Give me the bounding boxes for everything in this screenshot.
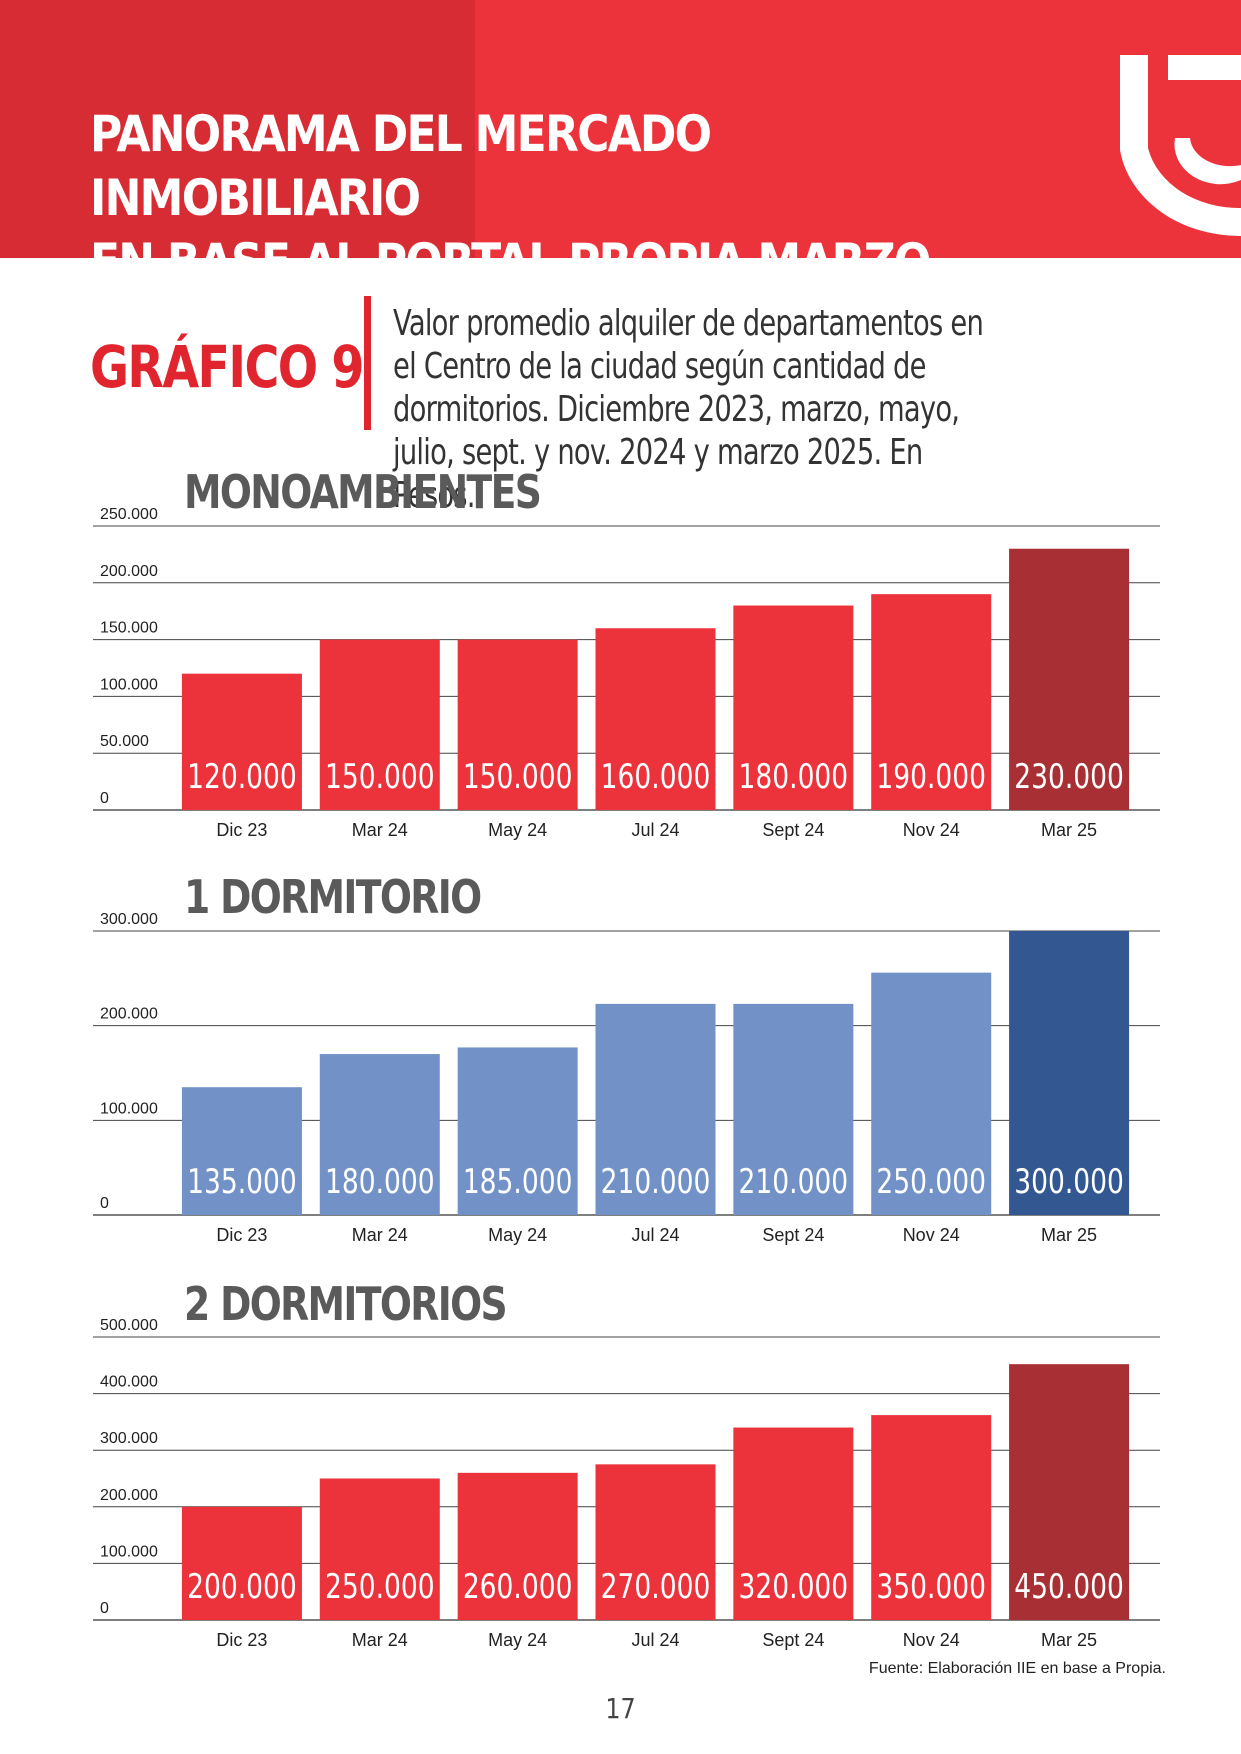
bar-data-label: 120.000 [187, 758, 297, 797]
report-title-line-1: PANORAMA DEL MERCADO INMOBILIARIO [90, 105, 712, 227]
bar [457, 1472, 578, 1620]
bar [1009, 931, 1130, 1215]
chart-title: 1 DORMITORIO [184, 870, 481, 924]
bar [733, 1427, 854, 1620]
chart-monoambientes-svg: MONOAMBIENTES 0 50.000 100.000 150.000 200.00… [93, 465, 1160, 840]
y-tick-label: 100.000 [100, 676, 158, 693]
chart-2-dormitorios: 2 DORMITORIOS 0 100.000 200.000 300.000 400.0… [0, 1272, 1241, 1662]
x-category-label: Sept 24 [762, 1225, 824, 1245]
bar-data-label: 150.000 [463, 758, 573, 797]
bar [871, 1415, 992, 1620]
y-tick-label: 50.000 [100, 733, 149, 750]
bar [457, 1047, 578, 1215]
bar [181, 673, 302, 810]
x-category-label: May 24 [488, 1630, 547, 1650]
bar-data-label: 210.000 [601, 1163, 711, 1202]
bar-data-label: 190.000 [876, 758, 986, 797]
bar-data-label: 210.000 [739, 1163, 849, 1202]
x-category-label: Sept 24 [762, 1630, 824, 1650]
bar [595, 628, 716, 810]
chart-monoambientes: MONOAMBIENTES 0 50.000 100.000 150.000 200.00… [0, 460, 1241, 860]
y-tick-label: 300.000 [100, 911, 158, 928]
bar [595, 1003, 716, 1215]
page-header: PANORAMA DEL MERCADO INMOBILIARIO EN BAS… [0, 0, 1241, 258]
x-category-label: Jul 24 [631, 820, 679, 840]
y-tick-label: 0 [100, 1195, 109, 1212]
bar-data-label: 230.000 [1014, 758, 1124, 797]
x-category-label: Mar 24 [352, 820, 408, 840]
chart-description: Valor promedio alquiler de departamentos… [393, 303, 984, 516]
bar [1009, 1364, 1130, 1620]
y-tick-label: 200.000 [100, 1487, 158, 1504]
header-shade [0, 0, 475, 258]
page-number: 17 [605, 1692, 636, 1725]
source-footnote: Fuente: Elaboración IIE en base a Propia… [868, 1660, 1166, 1677]
x-category-label: Jul 24 [631, 1630, 679, 1650]
y-tick-label: 500.000 [100, 1317, 158, 1334]
chart-number: GRÁFICO 9 [90, 333, 365, 401]
y-tick-label: 0 [100, 790, 109, 807]
report-title: PANORAMA DEL MERCADO INMOBILIARIO EN BAS… [90, 102, 970, 258]
y-tick-label: 300.000 [100, 1430, 158, 1447]
chart-title: MONOAMBIENTES [184, 465, 540, 519]
bar [871, 972, 992, 1215]
x-category-label: Nov 24 [903, 1630, 960, 1650]
bar-data-label: 200.000 [187, 1568, 297, 1607]
chart-2-dormitorios-svg: 2 DORMITORIOS 0 100.000 200.000 300.000 400.0… [93, 1277, 1160, 1650]
x-category-label: Dic 23 [216, 1225, 267, 1245]
bar-data-label: 185.000 [463, 1163, 573, 1202]
bar-data-label: 350.000 [876, 1568, 986, 1607]
report-title-line-2: EN BASE AL PORTAL PROPIA MARZO 2025 [90, 230, 970, 258]
bar-data-label: 450.000 [1014, 1568, 1124, 1607]
x-category-label: Mar 25 [1041, 1630, 1097, 1650]
bar [595, 1464, 716, 1620]
bar-data-label: 150.000 [325, 758, 435, 797]
y-tick-label: 200.000 [100, 563, 158, 580]
y-tick-label: 150.000 [100, 620, 158, 637]
chart-title: 2 DORMITORIOS [184, 1277, 506, 1331]
y-tick-label: 100.000 [100, 1543, 158, 1560]
x-category-label: Mar 25 [1041, 820, 1097, 840]
x-category-label: Sept 24 [762, 820, 824, 840]
bar [733, 605, 854, 810]
bar-data-label: 320.000 [739, 1568, 849, 1607]
x-category-label: Mar 24 [352, 1225, 408, 1245]
x-category-label: Mar 24 [352, 1630, 408, 1650]
bar-data-label: 270.000 [601, 1568, 711, 1607]
x-category-label: Jul 24 [631, 1225, 679, 1245]
chart-1-dormitorio-svg: 1 DORMITORIO 0 100.000 200.000 300.000 135.00… [93, 870, 1160, 1245]
bar [181, 1506, 302, 1620]
bar [733, 1003, 854, 1215]
bar-data-label: 160.000 [601, 758, 711, 797]
x-category-label: Nov 24 [903, 1225, 960, 1245]
bar-data-label: 250.000 [325, 1568, 435, 1607]
propia-logo-icon [1120, 55, 1241, 237]
x-category-label: May 24 [488, 1225, 547, 1245]
chart-1-dormitorio: 1 DORMITORIO 0 100.000 200.000 300.000 135.00… [0, 865, 1241, 1265]
bar-data-label: 260.000 [463, 1568, 573, 1607]
y-tick-label: 200.000 [100, 1006, 158, 1023]
x-category-label: Dic 23 [216, 1630, 267, 1650]
bar-data-label: 180.000 [325, 1163, 435, 1202]
bar [871, 594, 992, 810]
bar [319, 1054, 440, 1215]
bar [319, 1478, 440, 1620]
y-tick-label: 0 [100, 1600, 109, 1617]
y-tick-label: 100.000 [100, 1100, 158, 1117]
bar-data-label: 180.000 [739, 758, 849, 797]
x-category-label: Mar 25 [1041, 1225, 1097, 1245]
bar-data-label: 300.000 [1014, 1163, 1124, 1202]
bar [319, 639, 440, 810]
bar [181, 1087, 302, 1215]
bar-data-label: 250.000 [876, 1163, 986, 1202]
y-tick-label: 400.000 [100, 1374, 158, 1391]
x-category-label: Dic 23 [216, 820, 267, 840]
x-category-label: May 24 [488, 820, 547, 840]
bar [1009, 548, 1130, 810]
x-category-label: Nov 24 [903, 820, 960, 840]
y-tick-label: 250.000 [100, 506, 158, 523]
bar-data-label: 135.000 [187, 1163, 297, 1202]
bar [457, 639, 578, 810]
heading-divider [364, 296, 371, 430]
